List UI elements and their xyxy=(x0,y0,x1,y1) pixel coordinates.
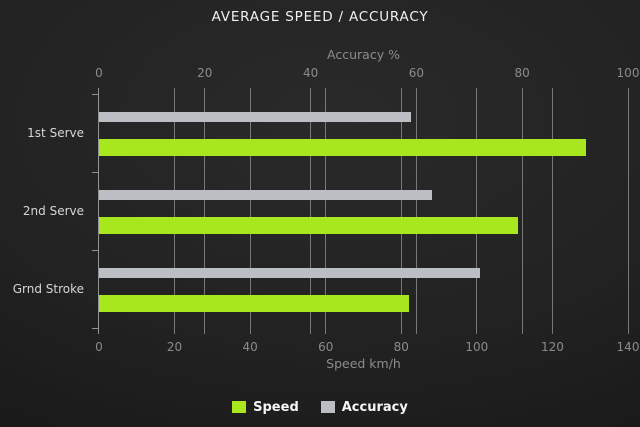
bar-accuracy-1 xyxy=(99,112,412,122)
tick-label-top: 20 xyxy=(197,66,213,80)
legend-label: Speed xyxy=(253,399,299,415)
tick-label-bottom: 20 xyxy=(166,340,183,354)
category-label: Grnd Stroke xyxy=(12,282,84,296)
chart-legend: Speed Accuracy xyxy=(0,398,640,416)
grid-line-bottom-40 xyxy=(249,88,251,334)
category-label: 1st Serve xyxy=(27,126,84,140)
tick-label-bottom: 0 xyxy=(95,340,103,354)
tick-label-top: 100 xyxy=(616,66,640,80)
grid-line-bottom-100 xyxy=(476,88,478,334)
grid-line-bottom-80 xyxy=(400,88,402,334)
tick-label-top: 60 xyxy=(408,66,425,80)
chart-title: AVERAGE SPEED / ACCURACY xyxy=(211,9,429,25)
tick-label-top: 80 xyxy=(514,66,530,80)
category-axis-tick xyxy=(92,93,99,95)
tick-label-bottom: 140 xyxy=(616,340,640,354)
accuracy-swatch-icon xyxy=(320,401,335,413)
bottom-axis-title: Speed km/h xyxy=(326,356,401,371)
tick-label-bottom: 60 xyxy=(318,340,334,354)
tick-label-bottom: 120 xyxy=(540,340,564,354)
grid-line-top-60 xyxy=(415,88,417,334)
bar-speed-1 xyxy=(99,139,587,156)
tick-label-bottom: 40 xyxy=(242,340,258,354)
legend-item-accuracy[interactable]: Accuracy xyxy=(320,399,408,415)
bar-speed-3 xyxy=(99,295,409,312)
tick-label-bottom: 80 xyxy=(393,340,409,354)
category-axis-tick xyxy=(92,171,99,173)
legend-item-speed[interactable]: Speed xyxy=(232,400,299,415)
category-axis-tick xyxy=(92,327,99,329)
grid-line-bottom-60 xyxy=(325,88,327,334)
top-axis-tick-labels: 0 20 40 60 80 100 xyxy=(95,66,639,80)
tick-label-bottom: 100 xyxy=(465,340,489,354)
speed-swatch-icon xyxy=(232,401,247,413)
category-label: 2nd Serve xyxy=(22,204,84,218)
grid-line-top-40 xyxy=(310,88,312,334)
grid-line-bottom-120 xyxy=(551,88,553,334)
top-axis-title: Accuracy % xyxy=(327,47,400,62)
bar-speed-2 xyxy=(99,217,519,234)
bar-accuracy-2 xyxy=(99,190,433,200)
grid-line-top-80 xyxy=(521,88,523,334)
category-axis-line xyxy=(98,88,99,334)
grid-line-top-20 xyxy=(204,88,206,334)
tick-label-top: 40 xyxy=(302,66,319,80)
bottom-axis-tick-labels: 0 20 40 60 80 100 120 140 xyxy=(95,340,639,354)
grid-line-bottom-140 xyxy=(627,88,629,334)
tick-label-top: 0 xyxy=(95,66,103,80)
legend-label: Accuracy xyxy=(341,399,408,415)
category-axis-tick xyxy=(92,249,99,251)
bar-accuracy-3 xyxy=(99,268,480,278)
grid-line-bottom-20 xyxy=(174,88,176,334)
plot-area xyxy=(92,88,629,334)
